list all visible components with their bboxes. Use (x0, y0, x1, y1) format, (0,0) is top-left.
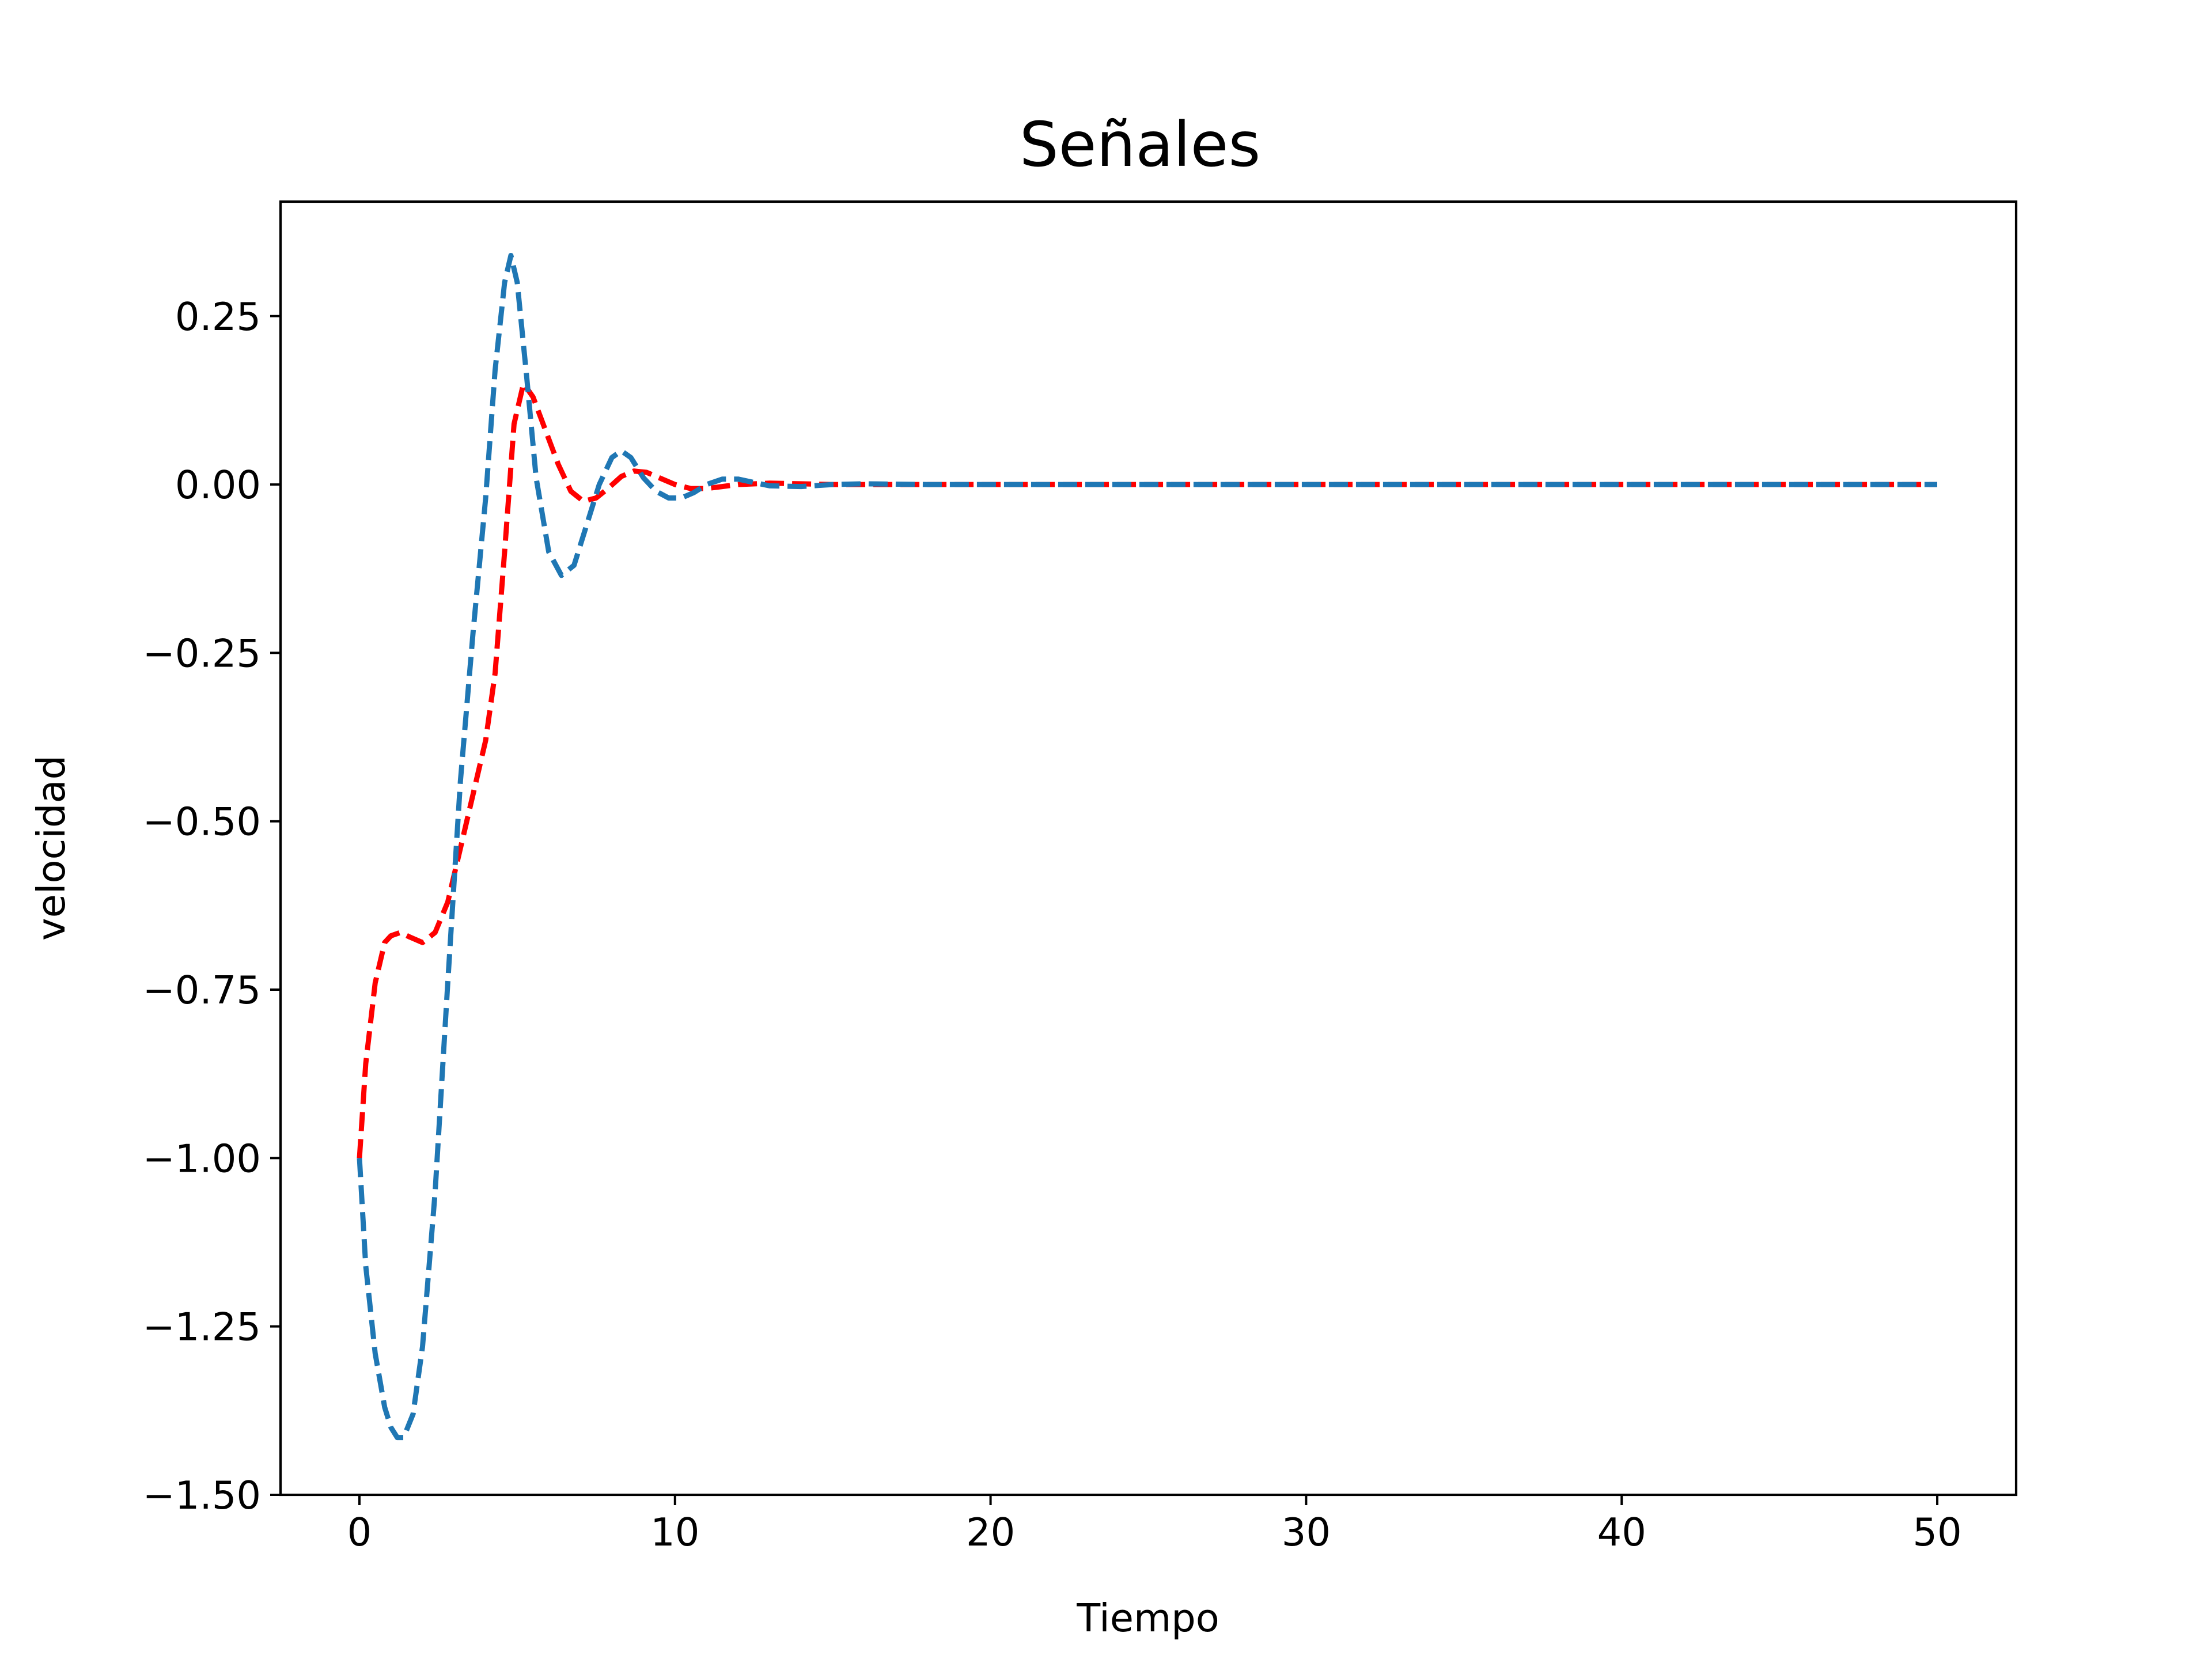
x-tick-label: 20 (966, 1510, 1015, 1555)
y-tick-label: −0.50 (143, 800, 261, 844)
y-tick-label: 0.00 (175, 463, 261, 507)
y-tick-label: −0.25 (143, 631, 261, 676)
y-tick-label: −1.25 (143, 1305, 261, 1350)
x-tick-label: 30 (1282, 1510, 1331, 1555)
x-tick-label: 0 (347, 1510, 372, 1555)
x-tick-label: 50 (1912, 1510, 1961, 1555)
y-tick-label: 0.25 (175, 294, 261, 339)
plot-frame (279, 200, 2018, 1497)
y-axis-label: velocidad (29, 755, 74, 941)
x-tick-label: 10 (650, 1510, 699, 1555)
axes-layer: 0 10 20 30 40 50 −1.50 −1.25 −1.00 −0.75 −0.50 −0.2… (143, 294, 1962, 1555)
series-line-1 (357, 381, 1937, 1158)
series-line-2 (357, 253, 1937, 1441)
x-tick-label: 40 (1597, 1510, 1646, 1555)
y-tick-label: −1.00 (143, 1136, 261, 1181)
series-layer (357, 253, 1937, 1441)
chart-title: Señales (1020, 109, 1260, 181)
y-tick-label: −0.75 (143, 968, 261, 1013)
y-tick-label: −1.50 (143, 1473, 261, 1518)
x-axis-label: Tiempo (1076, 1596, 1219, 1641)
